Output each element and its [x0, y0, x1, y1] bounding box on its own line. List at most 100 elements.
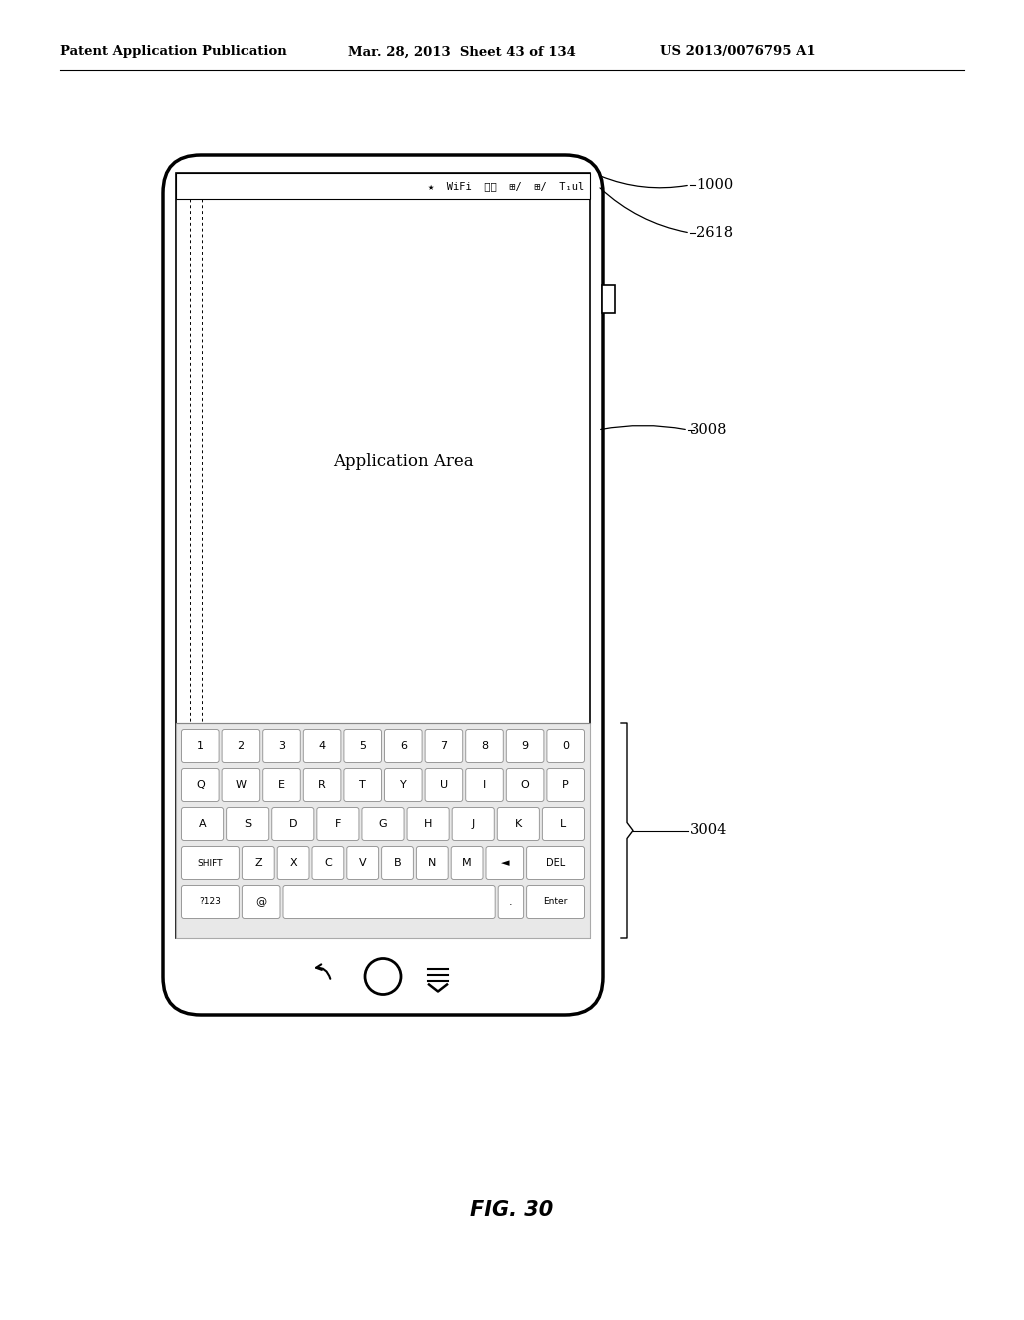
Text: K: K: [515, 818, 522, 829]
Text: P: P: [562, 780, 569, 789]
FancyBboxPatch shape: [466, 768, 504, 801]
Text: 7: 7: [440, 741, 447, 751]
Text: O: O: [521, 780, 529, 789]
Bar: [176, 173, 590, 939]
Text: 1000: 1000: [696, 178, 733, 191]
Text: W: W: [236, 780, 247, 789]
FancyBboxPatch shape: [506, 768, 544, 801]
FancyBboxPatch shape: [181, 768, 219, 801]
FancyBboxPatch shape: [382, 846, 414, 879]
Text: Application Area: Application Area: [334, 453, 474, 470]
FancyBboxPatch shape: [181, 846, 240, 879]
FancyBboxPatch shape: [453, 808, 495, 841]
Text: Patent Application Publication: Patent Application Publication: [60, 45, 287, 58]
FancyBboxPatch shape: [425, 730, 463, 763]
FancyBboxPatch shape: [303, 730, 341, 763]
Circle shape: [184, 186, 226, 228]
FancyBboxPatch shape: [547, 730, 585, 763]
Text: 3: 3: [278, 741, 285, 751]
Text: J: J: [472, 818, 475, 829]
FancyBboxPatch shape: [526, 886, 585, 919]
FancyBboxPatch shape: [499, 886, 523, 919]
FancyBboxPatch shape: [303, 768, 341, 801]
Text: ?123: ?123: [200, 898, 221, 907]
Text: A: A: [199, 818, 207, 829]
Text: 6: 6: [399, 741, 407, 751]
FancyBboxPatch shape: [361, 808, 404, 841]
Text: M: M: [462, 858, 472, 869]
Text: E: E: [278, 780, 285, 789]
Bar: [176, 723, 590, 939]
Text: DEL: DEL: [546, 858, 565, 869]
Text: SHIFT: SHIFT: [198, 858, 223, 867]
Text: L: L: [560, 818, 566, 829]
FancyBboxPatch shape: [181, 808, 223, 841]
Text: H: H: [424, 818, 432, 829]
Text: ◄: ◄: [501, 858, 509, 869]
Text: 3008: 3008: [690, 422, 727, 437]
FancyBboxPatch shape: [263, 730, 300, 763]
FancyBboxPatch shape: [526, 846, 585, 879]
Text: U: U: [440, 780, 447, 789]
Text: 2: 2: [238, 741, 245, 751]
FancyBboxPatch shape: [452, 846, 483, 879]
Circle shape: [365, 958, 401, 994]
FancyBboxPatch shape: [316, 808, 359, 841]
FancyBboxPatch shape: [283, 886, 496, 919]
FancyBboxPatch shape: [222, 730, 260, 763]
Text: ★  WiFi  ⫫⫫  ⊞/  ⊞/  T₁ul: ★ WiFi ⫫⫫ ⊞/ ⊞/ T₁ul: [428, 181, 584, 191]
Text: 9: 9: [521, 741, 528, 751]
Bar: [602, 285, 615, 313]
FancyBboxPatch shape: [466, 730, 504, 763]
Text: I: I: [483, 780, 486, 789]
Text: D: D: [289, 818, 297, 829]
FancyBboxPatch shape: [163, 154, 603, 1015]
Text: G: G: [379, 818, 387, 829]
FancyBboxPatch shape: [226, 808, 268, 841]
FancyBboxPatch shape: [181, 886, 240, 919]
FancyBboxPatch shape: [384, 768, 422, 801]
Text: 2618: 2618: [696, 226, 733, 240]
FancyBboxPatch shape: [344, 730, 382, 763]
Text: V: V: [358, 858, 367, 869]
Text: Q: Q: [196, 780, 205, 789]
Text: US 2013/0076795 A1: US 2013/0076795 A1: [660, 45, 816, 58]
Text: C: C: [324, 858, 332, 869]
Text: B: B: [393, 858, 401, 869]
Text: Mar. 28, 2013  Sheet 43 of 134: Mar. 28, 2013 Sheet 43 of 134: [348, 45, 575, 58]
Text: Enter: Enter: [544, 898, 567, 907]
FancyBboxPatch shape: [486, 846, 523, 879]
FancyBboxPatch shape: [344, 768, 382, 801]
Text: @: @: [256, 898, 267, 907]
Text: 5: 5: [359, 741, 367, 751]
Text: 3004: 3004: [690, 824, 727, 837]
Text: N: N: [428, 858, 436, 869]
Text: Z: Z: [255, 858, 262, 869]
FancyBboxPatch shape: [547, 768, 585, 801]
Text: .: .: [509, 898, 513, 907]
FancyBboxPatch shape: [498, 808, 540, 841]
FancyBboxPatch shape: [506, 730, 544, 763]
Bar: [176, 173, 590, 199]
Text: 1: 1: [197, 741, 204, 751]
Text: R: R: [318, 780, 326, 789]
FancyBboxPatch shape: [408, 808, 450, 841]
Text: T: T: [359, 780, 366, 789]
FancyBboxPatch shape: [263, 768, 300, 801]
Text: Y: Y: [400, 780, 407, 789]
Text: X: X: [290, 858, 297, 869]
Text: F: F: [335, 818, 341, 829]
FancyBboxPatch shape: [243, 846, 274, 879]
FancyBboxPatch shape: [417, 846, 449, 879]
Text: 8: 8: [481, 741, 488, 751]
FancyBboxPatch shape: [181, 730, 219, 763]
Text: 4: 4: [318, 741, 326, 751]
FancyBboxPatch shape: [271, 808, 313, 841]
FancyBboxPatch shape: [222, 768, 260, 801]
FancyBboxPatch shape: [243, 886, 280, 919]
FancyBboxPatch shape: [347, 846, 379, 879]
FancyBboxPatch shape: [384, 730, 422, 763]
Text: 0: 0: [562, 741, 569, 751]
FancyBboxPatch shape: [543, 808, 585, 841]
FancyBboxPatch shape: [425, 768, 463, 801]
